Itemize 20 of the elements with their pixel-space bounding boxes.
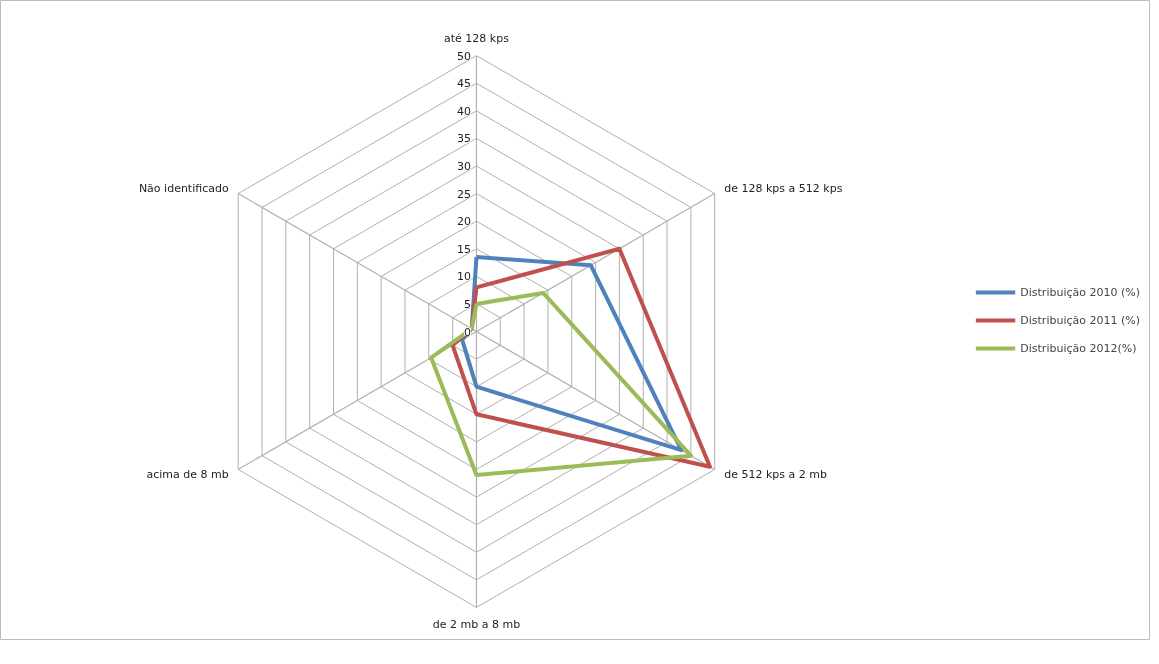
- y-tick-label: 40: [456, 104, 471, 118]
- y-tick-label: 15: [456, 242, 471, 256]
- y-tick-label: 0: [463, 325, 471, 339]
- legend-label: Distribuição 2011 (%): [1020, 313, 1140, 327]
- y-tick-label: 35: [456, 132, 471, 146]
- spoke-label: Não identificado: [138, 181, 229, 195]
- spoke-label: de 2 mb a 8 mb: [432, 618, 521, 632]
- spoke-label: até 128 kps: [444, 31, 510, 45]
- legend-label: Distribuição 2010 (%): [1020, 285, 1140, 299]
- y-tick-label: 10: [456, 270, 471, 284]
- spoke-label: de 128 kps a 512 kps: [724, 181, 843, 195]
- y-tick-label: 20: [456, 215, 471, 229]
- spoke-label: de 512 kps a 2 mb: [724, 468, 828, 482]
- y-tick-label: 50: [456, 49, 471, 63]
- legend-label: Distribuição 2012(%): [1020, 341, 1137, 355]
- y-tick-label: 45: [456, 77, 471, 91]
- y-tick-label: 5: [463, 297, 471, 311]
- y-tick-label: 25: [456, 187, 471, 201]
- y-tick-label: 30: [456, 160, 471, 174]
- spoke-label: acima de 8 mb: [146, 468, 229, 482]
